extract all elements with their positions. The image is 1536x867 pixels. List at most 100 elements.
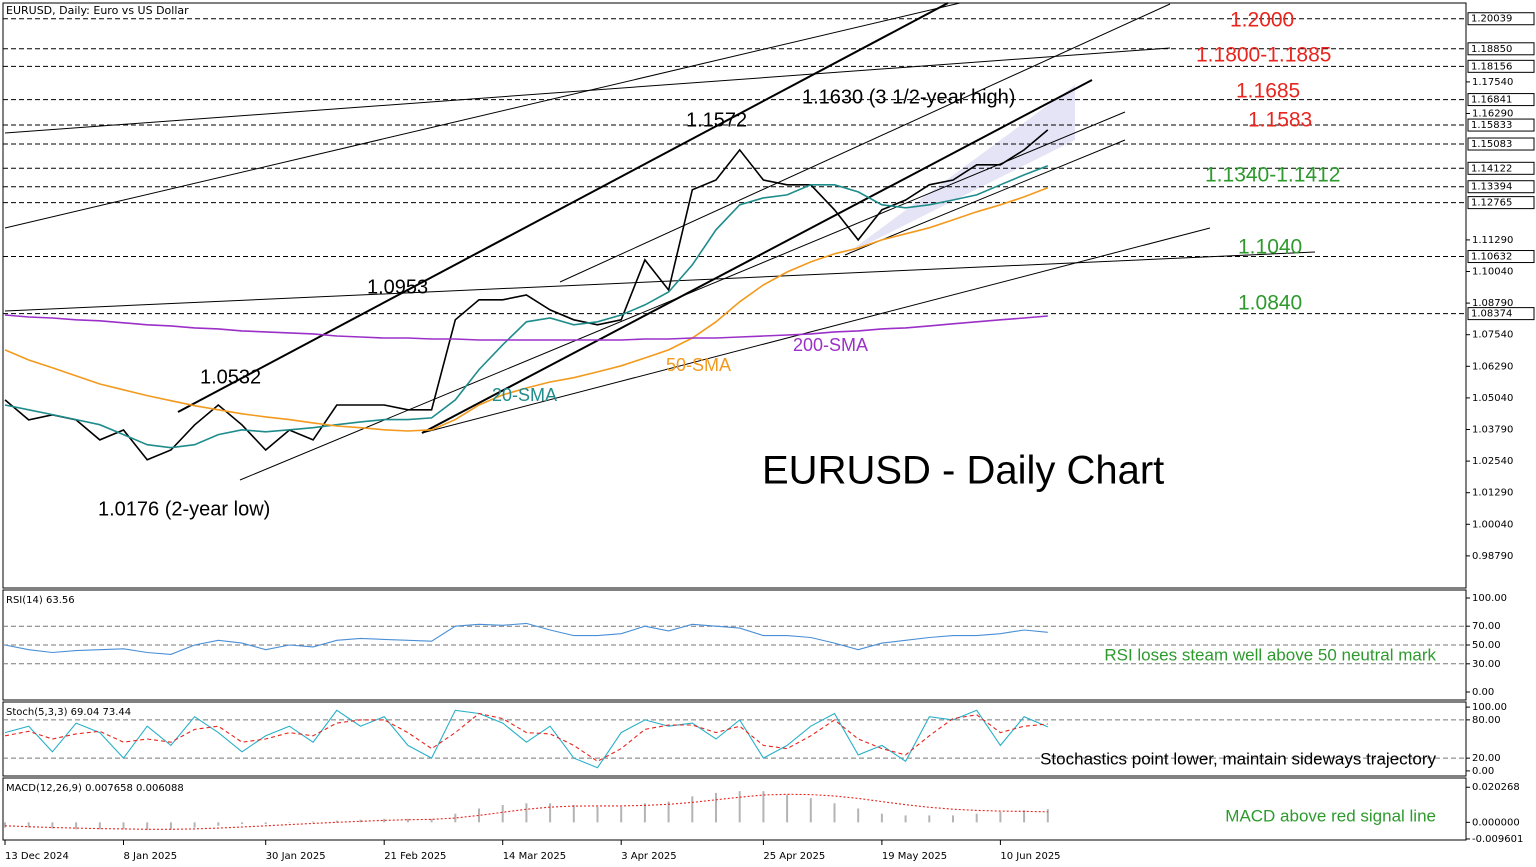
histogram-bar (596, 806, 599, 823)
panel-value: 0.007658 (85, 783, 133, 794)
histogram-bar (406, 818, 409, 823)
histogram-bar (525, 803, 528, 823)
level-label-box (1467, 118, 1535, 132)
level-label: 1.16841 (1471, 95, 1512, 106)
annotation: 1.1583 (1248, 109, 1312, 132)
panel-value: 73.44 (103, 707, 132, 718)
histogram-bar (122, 822, 125, 830)
histogram-bar (1046, 809, 1049, 823)
annotation: 1.1685 (1236, 80, 1300, 103)
trendline (4, 47, 1171, 134)
histogram-bar (98, 822, 101, 830)
x-tick-label: 25 Apr 2025 (763, 851, 825, 862)
histogram-bar (715, 792, 717, 823)
panel-value: 0.006088 (136, 783, 184, 794)
y-tick-label: 1.11290 (1472, 235, 1513, 246)
level-label: 1.18850 (1471, 44, 1512, 55)
chart-header: EURUSD, Daily: Euro vs US Dollar (6, 4, 189, 17)
trendline (4, 2, 961, 229)
level-label-box (1467, 93, 1535, 107)
level-label-box (1467, 59, 1535, 73)
y-tick-label: 100.00 (1472, 702, 1507, 713)
y-tick-label: 70.00 (1472, 621, 1501, 632)
panel-annotation: RSI loses steam well above 50 neutral ma… (1104, 645, 1436, 664)
annotation: 1.0953 (367, 276, 428, 298)
series-line (4, 709, 1049, 769)
y-tick-label: 1.00040 (1472, 519, 1513, 530)
series-line (4, 314, 1048, 341)
histogram-bar (857, 808, 860, 823)
histogram-bar (904, 815, 907, 823)
histogram-bar (264, 822, 267, 825)
annotation: 1.1572 (686, 109, 747, 131)
histogram-bar (880, 813, 883, 823)
level-label: 1.20039 (1471, 14, 1512, 25)
panel-header: Stoch(5,3,3) 69.04 73.44 (6, 707, 131, 718)
y-tick-label: 1.03790 (1472, 424, 1513, 435)
wedge-shade (845, 85, 1075, 255)
trendline (844, 139, 1126, 256)
y-tick-label: 1.08790 (1472, 298, 1513, 309)
histogram-bar (809, 798, 812, 823)
level-label: 1.13394 (1471, 182, 1512, 193)
annotation: 1.1040 (1238, 236, 1302, 259)
annotation: 1.0840 (1238, 292, 1302, 315)
level-label: 1.14122 (1471, 163, 1512, 174)
annotation: 1.1630 (3 1/2-year high) (802, 86, 1015, 108)
level-label: 1.10632 (1471, 252, 1512, 263)
histogram-bar (952, 815, 954, 823)
panel-border (2, 777, 1467, 841)
level-label: 1.08374 (1471, 309, 1512, 320)
annotation: 1.1800-1.1885 (1196, 44, 1331, 67)
y-tick-label: 0.020268 (1472, 782, 1520, 793)
series-label: 20-SMA (492, 385, 557, 405)
level-label-box (1467, 250, 1535, 264)
histogram-bar (312, 821, 315, 823)
y-tick-label: 0.00 (1472, 766, 1494, 777)
level-label-box (1467, 12, 1535, 26)
annotation: 1.0176 (2-year low) (98, 498, 270, 520)
panel-value: 69.04 (71, 707, 100, 718)
panel-value: 63.56 (46, 595, 75, 606)
level-label-box (1467, 307, 1535, 321)
y-tick-label: 1.16290 (1472, 109, 1513, 120)
y-tick-label: 1.02540 (1472, 456, 1513, 467)
histogram-bar (999, 811, 1002, 823)
histogram-bar (75, 822, 78, 830)
chart-title: EURUSD - Daily Chart (762, 449, 1164, 493)
x-tick-label: 8 Jan 2025 (124, 851, 178, 862)
series-line (4, 129, 1049, 461)
histogram-bar (169, 822, 172, 830)
histogram-bar (217, 822, 220, 826)
y-tick-label: 1.01290 (1472, 488, 1513, 499)
level-label-box (1467, 137, 1535, 151)
panel-title: MACD(12,26,9) (6, 783, 82, 794)
series-line (4, 187, 1049, 432)
panel-annotation: Stochastics point lower, maintain sidewa… (1040, 749, 1436, 768)
y-tick-label: 1.07540 (1472, 330, 1513, 341)
histogram-bar (359, 819, 362, 823)
trendline (4, 251, 1316, 312)
y-tick-label: 1.17540 (1472, 77, 1513, 88)
histogram-bar (928, 815, 931, 823)
histogram-bar (786, 794, 789, 823)
series-line (4, 793, 1048, 830)
histogram-bar (620, 806, 623, 823)
level-label-box (1467, 180, 1535, 194)
level-label: 1.15833 (1471, 120, 1512, 131)
histogram-bar (430, 818, 433, 823)
series-line (4, 165, 1049, 449)
x-tick-label: 13 Dec 2024 (5, 851, 69, 862)
histogram-bar (27, 822, 30, 828)
y-tick-label: 1.06290 (1472, 361, 1513, 372)
histogram-bar (193, 822, 196, 828)
series-label: 200-SMA (793, 335, 868, 355)
level-label-box (1467, 196, 1535, 210)
trendline (177, 2, 949, 413)
y-tick-label: 0.00 (1472, 687, 1494, 698)
histogram-bar (691, 796, 694, 823)
level-label-box (1467, 42, 1535, 56)
trendline (239, 111, 1126, 481)
